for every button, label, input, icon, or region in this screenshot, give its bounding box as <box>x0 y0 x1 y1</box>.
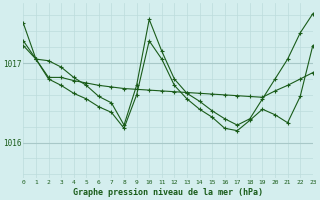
X-axis label: Graphe pression niveau de la mer (hPa): Graphe pression niveau de la mer (hPa) <box>73 188 263 197</box>
